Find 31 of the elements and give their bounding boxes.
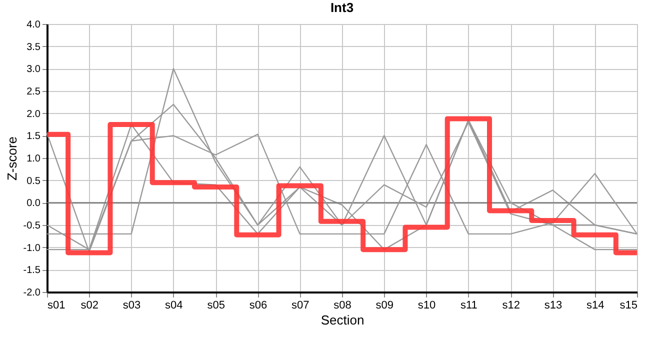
y-tick-label: -1.0 — [23, 242, 41, 254]
y-tick-label: 2.5 — [26, 86, 41, 98]
x-tick-label: s12 — [502, 300, 520, 312]
y-tick-label: -2.0 — [23, 288, 41, 298]
x-tick-label: s13 — [544, 300, 562, 312]
x-tick-label: s02 — [80, 300, 99, 312]
x-tick-label: s06 — [249, 300, 268, 312]
x-tick-label: s01 — [48, 300, 66, 312]
x-tick-label: s04 — [165, 300, 183, 312]
y-tick-label: 3.0 — [26, 64, 41, 76]
y-tick-label: 2.0 — [26, 108, 41, 120]
x-tick-label: s10 — [418, 300, 436, 312]
y-tick-label: 1.0 — [26, 154, 41, 164]
y-tick-label: 1.5 — [26, 131, 41, 142]
x-tick-label: s05 — [207, 300, 225, 312]
x-tick-label: s08 — [334, 300, 352, 312]
x-tick-label: s11 — [460, 300, 478, 312]
y-tick-label: -1.5 — [23, 265, 41, 276]
x-tick-label: s07 — [291, 300, 310, 312]
y-tick-label: -0.5 — [23, 220, 41, 232]
x-tick-label: s03 — [122, 300, 141, 312]
y-tick-label: 3.5 — [26, 42, 41, 53]
x-axis-title: Section — [320, 312, 364, 328]
chart-title: Int3 — [330, 0, 354, 15]
x-tick-label: s09 — [376, 300, 394, 312]
x-tick-label: s14 — [586, 300, 604, 312]
y-tick-label: 4.0 — [26, 20, 41, 30]
y-tick-label: 0.5 — [26, 176, 41, 187]
x-tick-label: s15 — [620, 300, 638, 312]
y-tick-label: 0.0 — [26, 198, 41, 210]
y-axis-title: Z-score — [4, 136, 20, 181]
